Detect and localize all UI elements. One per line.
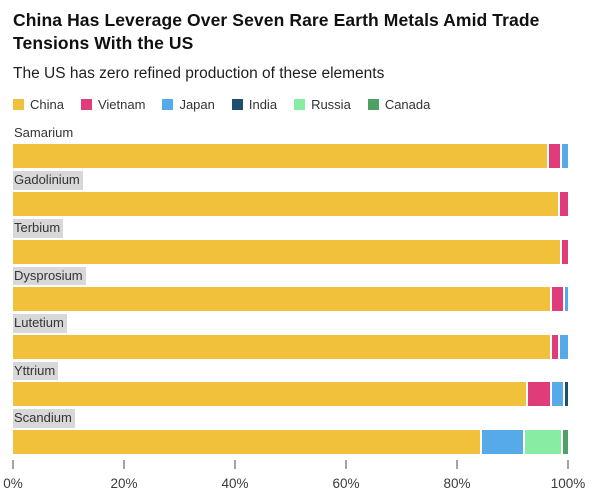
axis-tick	[12, 460, 14, 470]
bar-row-samarium: Samarium	[13, 124, 568, 169]
bar-segment-china	[13, 334, 551, 359]
bar-row-gadolinium: Gadolinium	[13, 171, 568, 217]
bar-segment-japan	[565, 287, 568, 312]
category-label: Scandium	[13, 409, 75, 429]
legend-swatch-icon	[162, 98, 174, 110]
bar-segment-vietnam	[552, 287, 564, 312]
bar-segment-china	[13, 239, 561, 264]
bar-row-lutetium: Lutetium	[13, 314, 568, 359]
legend-label: China	[30, 96, 64, 112]
legend-swatch-icon	[13, 98, 24, 110]
bar-row-terbium: Terbium	[13, 219, 568, 264]
bar-row-scandium: Scandium	[13, 409, 568, 455]
legend-item-japan: Japan	[162, 96, 215, 112]
bar-segment-china	[13, 192, 558, 217]
bar-segment-japan	[481, 430, 523, 455]
bar-segment-vietnam	[552, 334, 558, 359]
bar-segment-canada	[562, 430, 568, 455]
stacked-bar	[13, 430, 568, 455]
bar-segment-japan	[562, 144, 568, 169]
legend-item-canada: Canada	[367, 96, 431, 112]
chart-subtitle: The US has zero refined production of th…	[13, 64, 385, 82]
x-axis: 0% 20% 40% 60% 80% 100%	[3, 460, 585, 494]
legend-label: Japan	[179, 96, 215, 112]
stacked-bar	[13, 192, 568, 217]
legend-item-china: China	[13, 97, 64, 112]
stacked-bar	[13, 239, 568, 264]
legend-swatch-icon	[367, 98, 379, 110]
stacked-bar	[13, 334, 568, 359]
legend-label: Vietnam	[97, 96, 146, 112]
bar-segment-china	[13, 382, 527, 407]
bar-segment-japan	[559, 334, 568, 359]
category-label: Terbium	[13, 219, 64, 238]
legend-item-vietnam: Vietnam	[80, 96, 146, 112]
bar-row-dysprosium: Dysprosium	[13, 266, 568, 312]
legend-item-india: India	[231, 96, 278, 112]
category-label: Samarium	[14, 124, 74, 140]
legend-item-russia: Russia	[294, 97, 351, 112]
category-label: Lutetium	[13, 314, 67, 333]
axis-tick-label: 0%	[3, 476, 23, 492]
legend-label: India	[248, 96, 278, 112]
bar-segment-russia	[524, 430, 561, 455]
legend-swatch-icon	[80, 98, 92, 110]
chart-title: China Has Leverage Over Seven Rare Earth…	[13, 10, 540, 53]
bar-segment-india	[565, 382, 568, 407]
axis-tick-label: 60%	[332, 476, 360, 492]
axis-tick	[123, 460, 125, 470]
bar-rows: Samarium Gadolinium Terbium Dysprosium Lutet…	[13, 124, 568, 455]
axis-tick-label: 100%	[550, 476, 586, 492]
bar-segment-china	[13, 430, 480, 455]
axis-tick	[567, 460, 569, 470]
bar-segment-vietnam	[549, 144, 561, 169]
bar-segment-japan	[552, 382, 564, 407]
chart-legend: China Vietnam Japan India Russia Canada	[13, 97, 568, 112]
bar-segment-vietnam	[528, 382, 551, 407]
bar-segment-china	[13, 144, 548, 169]
stacked-bar	[13, 382, 568, 407]
legend-swatch-icon	[294, 98, 306, 110]
category-label: Gadolinium	[13, 171, 83, 191]
legend-swatch-icon	[231, 98, 243, 110]
axis-tick	[456, 460, 458, 470]
bar-row-yttrium: Yttrium	[13, 361, 568, 407]
axis-tick	[234, 460, 236, 470]
axis-tick-label: 40%	[221, 476, 249, 492]
axis-tick-label: 80%	[443, 476, 471, 492]
stacked-bar	[13, 144, 568, 169]
axis-tick	[345, 460, 347, 470]
bar-segment-vietnam	[559, 192, 568, 217]
stacked-bar	[13, 287, 568, 312]
category-label: Dysprosium	[13, 266, 86, 286]
legend-label: Russia	[311, 96, 351, 112]
axis-tick-label: 20%	[110, 476, 138, 492]
bar-segment-china	[13, 287, 551, 312]
legend-label: Canada	[384, 96, 431, 112]
category-label: Yttrium	[13, 361, 59, 381]
bar-segment-vietnam	[562, 239, 568, 264]
